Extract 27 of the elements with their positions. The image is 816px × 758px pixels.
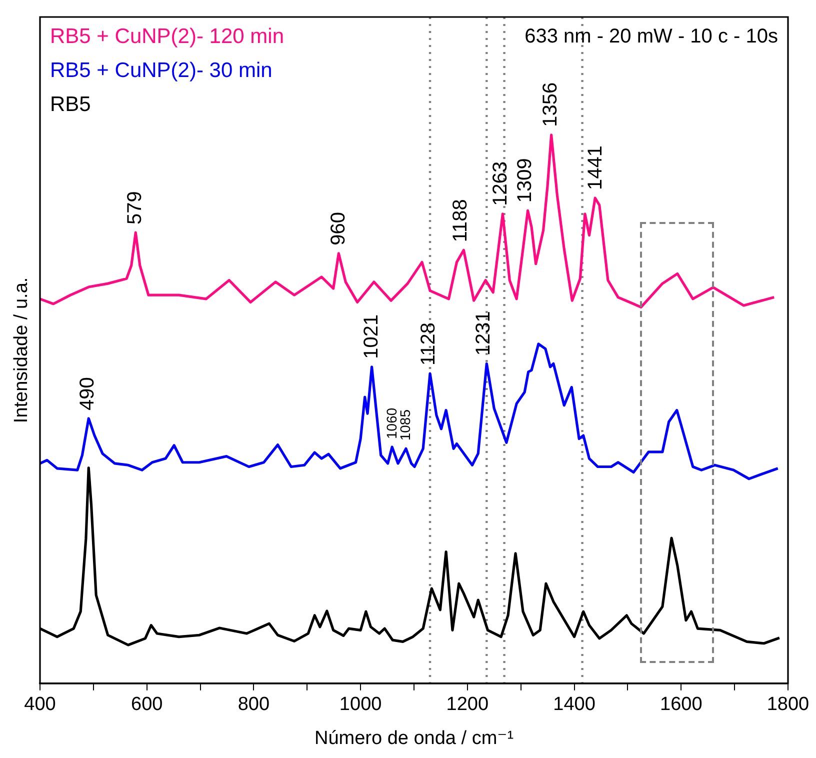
x-tick-label: 1600 [660, 694, 702, 716]
annotation: 1085 [396, 409, 413, 441]
annotation: 490 [76, 377, 99, 410]
x-tick-label: 1000 [339, 694, 382, 716]
annotation: 1231 [472, 311, 495, 356]
annotation: 1356 [539, 82, 562, 127]
annotation: 960 [328, 212, 350, 246]
x-tick-label: 1800 [766, 694, 810, 716]
x-tick-label: 1400 [553, 694, 596, 716]
annotation: 579 [124, 191, 146, 225]
annotation: 1060 [383, 408, 400, 440]
x-tick-label: 800 [238, 694, 270, 716]
text: RB5 + CuNP(2)- 30 min [50, 58, 272, 82]
annotation: 1309 [514, 158, 536, 203]
text: RB5 [50, 92, 91, 116]
annotation: 1441 [584, 146, 607, 190]
annotation: 1263 [490, 161, 512, 206]
y-axis-title: Intensidade / u.a. [11, 277, 32, 424]
x-tick-label: 1200 [446, 694, 489, 716]
text: 633 nm - 20 mW - 10 c - 10s [524, 26, 778, 48]
annotation: 1128 [417, 322, 440, 366]
annotation: 1188 [450, 199, 472, 242]
x-tick-label: 600 [131, 694, 163, 716]
x-axis-title: Número de onda / cm⁻¹ [314, 728, 514, 749]
x-tick-label: 400 [24, 694, 56, 716]
text: RB5 + CuNP(2)- 120 min [50, 24, 284, 48]
annotation: 1021 [360, 314, 382, 359]
